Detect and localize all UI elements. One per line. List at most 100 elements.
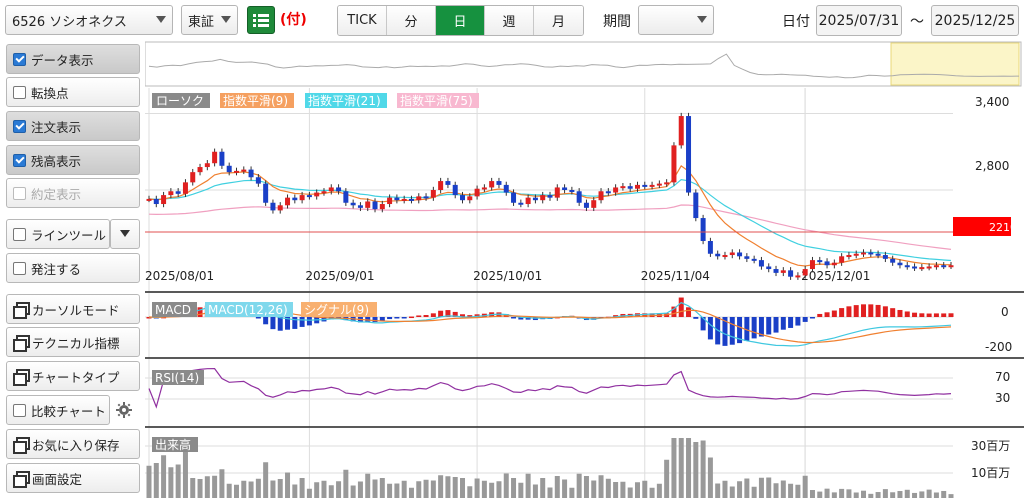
tab-day[interactable]: 日 <box>436 6 485 35</box>
data-display-toggle[interactable]: データ表示 <box>6 44 140 74</box>
tab-week[interactable]: 週 <box>485 6 534 35</box>
checkbox-icon <box>13 52 26 66</box>
volume-bar <box>350 485 356 498</box>
chart-area[interactable]: 2025/08/01 2025/09/01 2025/10/01 2025/11/04… <box>144 40 1024 498</box>
checkbox-icon <box>13 403 26 417</box>
candle-body <box>481 187 487 190</box>
candle-body <box>540 195 546 201</box>
volume-bar <box>219 469 225 498</box>
legend-macd-bg <box>152 302 197 317</box>
checkbox-icon <box>13 186 26 200</box>
period-select[interactable] <box>638 5 714 35</box>
candle-body <box>948 265 954 268</box>
turning-point-toggle[interactable]: 転換点 <box>6 77 140 107</box>
volume-bar <box>277 479 283 498</box>
chart-svg[interactable]: 2025/08/01 2025/09/01 2025/10/01 2025/11/04… <box>144 40 1024 498</box>
symbol-select[interactable]: 6526 ソシオネクス <box>5 5 173 35</box>
candle-body <box>795 275 801 278</box>
candle-body <box>423 196 429 199</box>
overview-navigator[interactable] <box>144 41 1022 87</box>
tab-month[interactable]: 月 <box>534 6 583 35</box>
screen-settings-button[interactable]: 画面設定 <box>6 463 140 493</box>
candle-body <box>926 266 932 269</box>
candle-body <box>394 197 400 201</box>
volume-bar <box>365 473 371 498</box>
cursor-mode-button[interactable]: カーソルモード <box>6 294 140 324</box>
macd-histogram-bar <box>292 317 298 329</box>
candle-body <box>744 256 750 259</box>
macd-histogram-bar <box>408 316 414 319</box>
volume-bar <box>926 489 932 498</box>
x-axis-label: 2025/08/01 <box>145 269 214 283</box>
volume-bar <box>919 491 925 498</box>
volume-bar <box>897 491 903 498</box>
market-select[interactable]: 東証 <box>181 5 238 35</box>
volume-bar <box>948 494 954 498</box>
legend-ema21: 指数平滑(21) <box>308 93 381 108</box>
macd-histogram-bar <box>788 317 794 328</box>
macd-histogram-bar <box>912 312 918 317</box>
candle-body <box>686 116 692 193</box>
macd-histogram-bar <box>904 311 910 317</box>
x-axis-label: 2025/11/04 <box>641 269 710 283</box>
order-display-toggle[interactable]: 注文表示 <box>6 111 140 141</box>
volume-bar <box>780 480 786 498</box>
volume-bar <box>941 490 947 498</box>
volume-bar <box>372 479 378 498</box>
position-display-toggle[interactable]: 残高表示 <box>6 145 140 175</box>
volume-bar <box>576 473 582 498</box>
order-display-label: 注文表示 <box>31 119 82 135</box>
list-button[interactable] <box>247 6 275 34</box>
tuki-label: (付) <box>280 12 307 28</box>
volume-bar <box>642 480 648 498</box>
candle-body <box>503 184 509 193</box>
volume-bar <box>882 489 888 498</box>
macd-histogram-bar <box>802 317 808 322</box>
date-from-input[interactable]: 2025/07/31 <box>816 5 902 36</box>
legend-volume: 出来高 <box>155 437 191 452</box>
volume-bar <box>707 457 713 498</box>
candle-body <box>839 256 845 263</box>
candle-body <box>321 191 327 194</box>
overview-selection[interactable] <box>890 42 1020 86</box>
macd-histogram-bar <box>474 314 480 317</box>
volume-bar <box>861 490 867 498</box>
macd-histogram-bar <box>416 315 422 317</box>
compare-chart-label: 比較チャート <box>31 403 106 419</box>
candle-body <box>576 191 582 203</box>
volume-bar <box>430 480 436 498</box>
macd-histogram-bar <box>846 306 852 317</box>
volume-bar <box>766 477 772 498</box>
macd-histogram-bar <box>824 312 830 317</box>
favorite-save-button[interactable]: お気に入り保存 <box>6 429 140 459</box>
date-to-input[interactable]: 2025/12/25 <box>931 5 1019 36</box>
compare-chart-toggle[interactable]: 比較チャート <box>6 395 110 425</box>
volume-bar <box>737 481 743 498</box>
macd-histogram-bar <box>365 317 371 322</box>
volume-bar <box>503 473 509 498</box>
technical-button[interactable]: テクニカル指標 <box>6 327 140 357</box>
legend-volume-bg <box>152 437 198 452</box>
candle-body <box>868 252 874 255</box>
gear-icon[interactable] <box>114 400 134 420</box>
tab-minute[interactable]: 分 <box>387 6 436 35</box>
place-order-toggle[interactable]: 発注する <box>6 253 140 283</box>
line-tool-toggle[interactable]: ラインツール <box>6 219 110 249</box>
legend-ema9: 指数平滑(9) <box>223 93 288 108</box>
volume-bar <box>190 478 196 498</box>
macd-histogram-bar <box>722 317 728 346</box>
volume-bar <box>598 475 604 498</box>
candle-body <box>306 195 312 198</box>
volume-bar <box>306 488 312 498</box>
chart-type-button[interactable]: チャートタイプ <box>6 361 140 391</box>
candle-body <box>277 205 283 211</box>
line-tool-dropdown[interactable] <box>110 219 140 249</box>
volume-bar <box>496 481 502 498</box>
tab-tick[interactable]: TICK <box>338 6 387 35</box>
macd-histogram-bar <box>780 317 786 330</box>
macd-histogram-bar <box>693 317 699 319</box>
volume-bar <box>649 487 655 498</box>
volume-bar <box>824 488 830 498</box>
volume-bar <box>445 476 451 498</box>
period-tabs: TICK 分 日 週 月 <box>337 5 584 36</box>
